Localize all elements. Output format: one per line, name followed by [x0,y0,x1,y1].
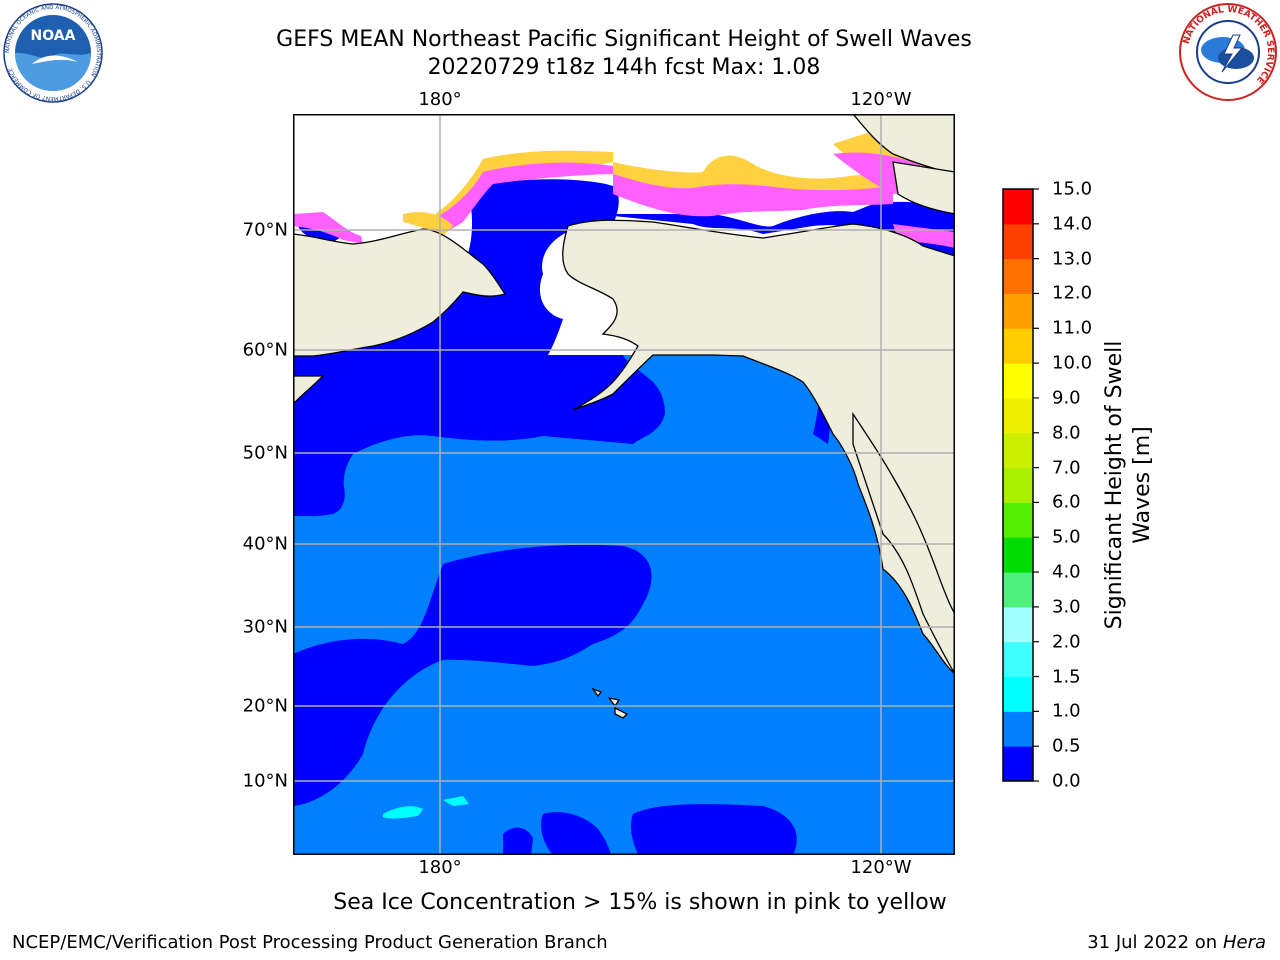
colorbar-segment [1003,328,1033,364]
colorbar-segment [1003,746,1033,782]
colorbar-tick-label: 5.0 [1052,526,1081,548]
map-title: GEFS MEAN Northeast Pacific Significant … [276,27,972,52]
lon-label-top-180: 180° [418,89,462,110]
high-swell-areas [383,796,469,819]
colorbar-segment [1003,223,1033,260]
colorbar-segment [1003,363,1033,399]
footer-date: 31 Jul 2022 on Hera [1087,932,1266,953]
colorbar-tick-label: 12.0 [1052,282,1093,304]
colorbar-segment [1003,432,1033,469]
lat-label-60n: 60°N [242,339,288,361]
lat-label-70n: 70°N [242,219,288,241]
nws-logo: NATIONAL WEATHER SERVICE [1179,3,1277,101]
graticule [293,114,955,855]
lat-label-30n: 30°N [242,616,288,638]
footer-organization: NCEP/EMC/Verification Post Processing Pr… [12,932,608,953]
colorbar-segment [1003,641,1033,678]
lat-label-20n: 20°N [242,695,288,717]
colorbar-tick-label: 4.0 [1052,561,1081,583]
colorbar-tick-label: 3.0 [1052,596,1081,618]
lon-label-bottom-180: 180° [418,857,462,878]
lat-label-50n: 50°N [242,442,288,464]
colorbar-tick-label: 11.0 [1052,317,1093,339]
colorbar-tick-label: 6.0 [1052,491,1081,513]
lon-label-top-120w: 120°W [850,89,912,110]
colorbar-tick-label: 15.0 [1052,178,1093,200]
svg-text:NOAA: NOAA [31,28,76,44]
footer-date-text: 31 Jul 2022 on [1087,932,1218,953]
colorbar-segment [1003,606,1033,643]
swell-height-map [293,114,955,855]
colorbar-tick-label: 10.0 [1052,352,1093,374]
colorbar-segment [1003,502,1033,538]
landmass [293,114,955,719]
colorbar-segment [1003,467,1033,503]
map-subtitle: 20220729 t18z 144h fcst Max: 1.08 [427,55,821,80]
colorbar-segment [1003,676,1033,712]
footer-host: Hera [1222,932,1266,953]
colorbar-tick-label: 0.5 [1052,735,1081,757]
colorbar-tick-label: 14.0 [1052,213,1093,235]
lat-label-10n: 10°N [242,770,288,792]
colorbar-tick-label: 1.0 [1052,700,1081,722]
colorbar-segment [1003,189,1033,225]
colorbar-tick-label: 0.0 [1052,770,1081,792]
colorbar-segment [1003,293,1033,329]
lon-label-bottom-120w: 120°W [850,857,912,878]
noaa-logo: NATIONAL OCEANIC AND ATMOSPHERIC ADMINIS… [3,3,103,103]
colorbar-tick-label: 8.0 [1052,422,1081,444]
colorbar-segment [1003,711,1033,747]
colorbar-tick-label: 7.0 [1052,457,1081,479]
low-swell-areas [293,179,955,855]
colorbar-segment [1003,537,1033,573]
colorbar-segment [1003,397,1033,434]
colorbar-border [1002,188,1034,782]
colorbar-title: Significant Height of Swell Waves [m] [1102,340,1155,630]
colorbar-segment [1003,572,1033,608]
colorbar [1002,188,1039,782]
colorbar-tick-label: 13.0 [1052,248,1093,270]
colorbar-tick-label: 1.5 [1052,666,1081,688]
colorbar-tick-label: 9.0 [1052,387,1081,409]
sea-ice-note: Sea Ice Concentration > 15% is shown in … [333,890,947,915]
lat-label-40n: 40°N [242,533,288,555]
colorbar-tick-label: 2.0 [1052,631,1081,653]
colorbar-segment [1003,258,1033,294]
